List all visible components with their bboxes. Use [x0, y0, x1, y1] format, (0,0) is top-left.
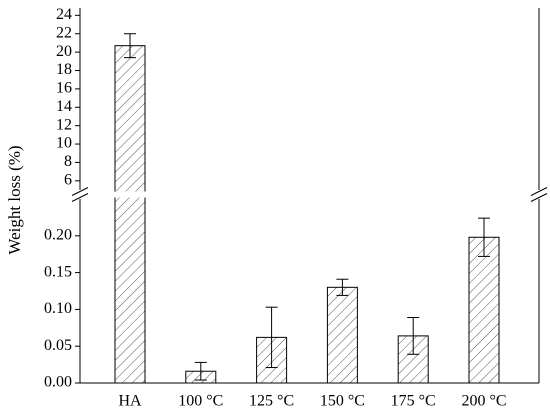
- y-tick-label: 10: [56, 135, 72, 152]
- axis-break-mark: [71, 193, 89, 202]
- y-axis-label: Weight loss (%): [5, 145, 24, 254]
- y-tick-label: 18: [56, 61, 72, 78]
- y-tick-label: 8: [64, 153, 72, 170]
- axis-break-mark: [71, 187, 89, 196]
- axis-break-mark: [530, 187, 548, 196]
- y-tick-label: 12: [56, 116, 72, 133]
- y-tick-label: 0.00: [44, 374, 72, 391]
- y-tick-label: 16: [56, 80, 72, 97]
- y-tick-label: 0.05: [44, 337, 72, 354]
- y-tick-label: 20: [56, 43, 72, 60]
- x-tick-label: 125 °C: [249, 393, 294, 410]
- y-tick-label: 6: [64, 171, 72, 188]
- bar: [468, 236, 500, 384]
- y-tick-label: 0.15: [44, 263, 72, 280]
- y-tick-label: 0.20: [44, 226, 72, 243]
- axis-break-gap: [70, 191, 549, 198]
- bar: [114, 45, 146, 384]
- x-tick-label: 100 °C: [178, 393, 223, 410]
- y-tick-label: 22: [56, 24, 72, 41]
- axis-break-mark: [530, 193, 548, 202]
- x-tick-label: 175 °C: [391, 393, 436, 410]
- x-tick-label: HA: [118, 393, 142, 410]
- bar: [326, 286, 358, 384]
- x-tick-label: 200 °C: [461, 393, 506, 410]
- x-tick-label: 150 °C: [320, 393, 365, 410]
- y-tick-label: 0.10: [44, 300, 72, 317]
- y-tick-label: 24: [56, 6, 72, 23]
- y-tick-label: 14: [56, 98, 72, 115]
